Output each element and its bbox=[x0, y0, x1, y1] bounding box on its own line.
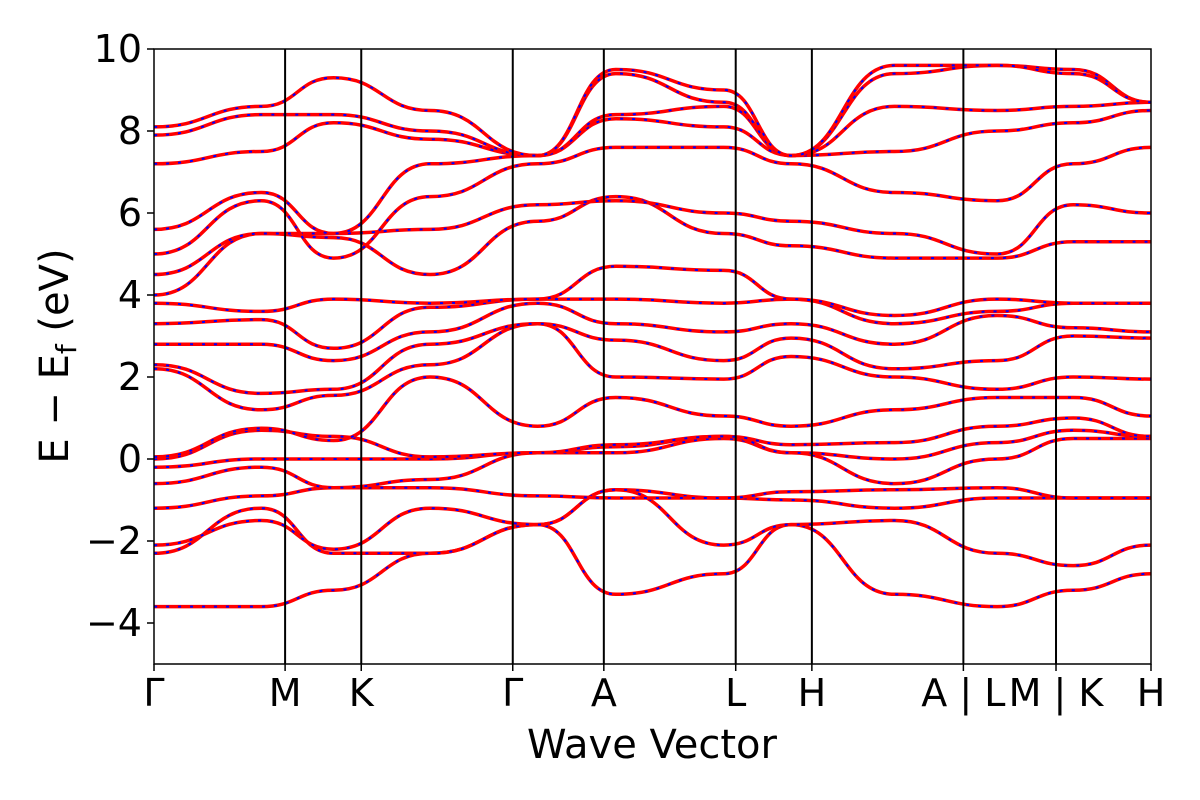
x-tick-label: Γ bbox=[143, 671, 164, 715]
x-axis-label: Wave Vector bbox=[527, 722, 778, 768]
band-line-overlay bbox=[154, 146, 1151, 260]
y-tick-label: 0 bbox=[118, 437, 142, 481]
y-tick-label: −2 bbox=[86, 519, 142, 563]
band-line-overlay bbox=[154, 416, 1151, 460]
y-tick-label: 4 bbox=[118, 273, 142, 317]
y-axis-label: E − Ef (eV) bbox=[32, 248, 83, 463]
band-line-overlay bbox=[154, 488, 1151, 551]
band-line-overlay bbox=[154, 429, 1151, 469]
x-tick-label: Γ bbox=[502, 671, 523, 715]
band-line-primary bbox=[154, 108, 1151, 236]
x-tick-label: H bbox=[798, 671, 827, 715]
band-line-primary bbox=[154, 436, 1151, 490]
band-line-overlay bbox=[154, 298, 1151, 350]
x-tick-label: A | L bbox=[921, 671, 1005, 716]
band-lines bbox=[154, 63, 1151, 609]
y-tick-label: 8 bbox=[118, 109, 142, 153]
band-line-overlay bbox=[154, 486, 1151, 510]
y-axis-label-unit: (eV) bbox=[32, 248, 78, 344]
band-line-primary bbox=[154, 416, 1151, 461]
band-line-primary bbox=[154, 297, 1151, 351]
band-line-primary bbox=[154, 100, 1151, 166]
x-tick-label: K bbox=[349, 671, 375, 715]
band-line-primary bbox=[154, 63, 1151, 158]
y-axis-label-sub: f bbox=[50, 343, 83, 354]
y-axis: −4 −2 0 2 4 6 8 10 bbox=[86, 27, 154, 645]
x-tick-label: L bbox=[725, 671, 746, 715]
band-line-primary bbox=[154, 264, 1151, 318]
band-line-overlay bbox=[154, 322, 1151, 395]
band-line-primary bbox=[154, 194, 1151, 297]
x-tick-label: M | K bbox=[1009, 671, 1105, 716]
y-tick-label: 10 bbox=[94, 27, 142, 71]
band-line-overlay bbox=[154, 109, 1151, 235]
band-line-primary bbox=[154, 321, 1151, 396]
band-line-overlay bbox=[154, 523, 1151, 608]
x-tick-label: A bbox=[591, 671, 617, 715]
y-tick-label: −4 bbox=[86, 601, 142, 645]
y-axis-label-main: E − E bbox=[32, 354, 78, 464]
band-line-overlay bbox=[154, 265, 1151, 317]
band-line-overlay bbox=[154, 322, 1151, 411]
band-line-overlay bbox=[154, 195, 1151, 296]
band-line-overlay bbox=[154, 64, 1151, 157]
band-line-overlay bbox=[154, 375, 1151, 458]
y-tick-label: 6 bbox=[118, 191, 142, 235]
high-symmetry-lines bbox=[284, 49, 1058, 664]
band-line-primary bbox=[154, 488, 1151, 568]
y-tick-label: 2 bbox=[118, 355, 142, 399]
plot-frame bbox=[153, 48, 1152, 665]
x-tick-label: H bbox=[1137, 671, 1166, 715]
band-line-primary bbox=[154, 301, 1151, 363]
band-line-primary bbox=[154, 198, 1151, 277]
x-tick-label: M bbox=[269, 671, 302, 715]
